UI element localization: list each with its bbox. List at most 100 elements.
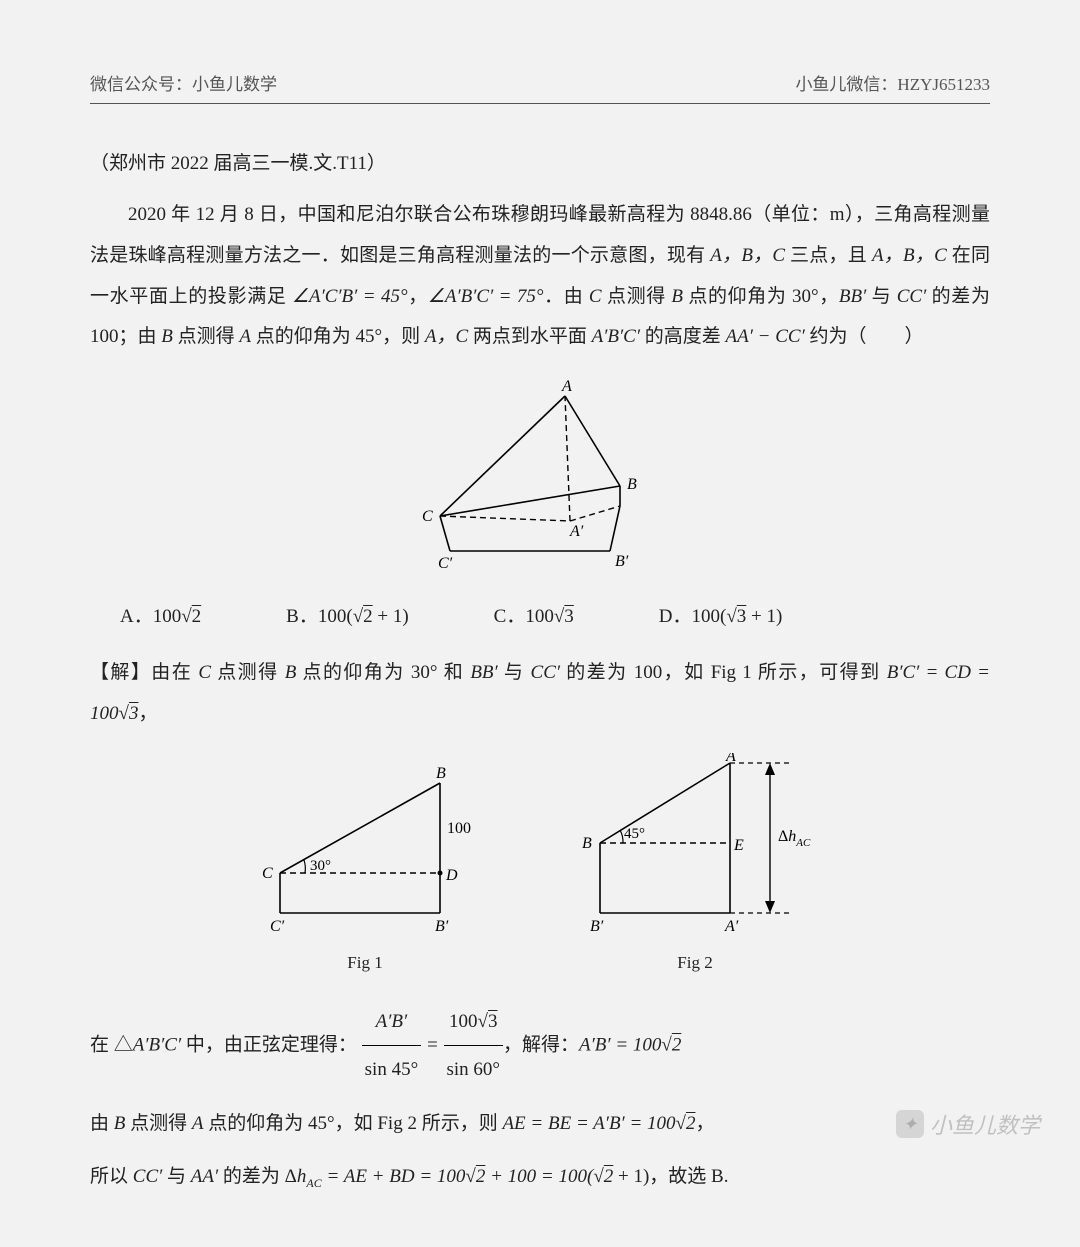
page-header: 微信公众号：小鱼儿数学 小鱼儿微信：HZYJ651233 [90,70,990,104]
t: + 1)，故选 B. [613,1166,728,1187]
t: AA′ [191,1166,218,1187]
t: C [198,662,211,683]
t: sin 45° [362,1046,422,1094]
svg-text:B′: B′ [590,918,604,935]
plane: A′B′C′ [592,326,640,347]
t: sin 60° [444,1046,504,1094]
pts-ac: A，C [425,326,468,347]
t: A′B′ [362,998,422,1047]
solution-line-3: 由 B 点测得 A 点的仰角为 45°，如 Fig 2 所示，则 AE = BE… [90,1100,990,1148]
pt-b: B [671,286,683,307]
bbp: BB′ [839,286,866,307]
svg-text:ΔhAC: ΔhAC [778,828,811,849]
t: CC′ [531,662,561,683]
t: 点的仰角为 30°， [683,286,839,307]
t: B [285,662,297,683]
option-d: D．100(√3 + 1) [659,601,783,628]
t: 点的仰角为 45°，如 Fig 2 所示，则 [204,1113,503,1134]
ccp: CC′ [897,286,927,307]
solution-line-1: 【解】由在 C 点测得 B 点的仰角为 30° 和 BB′ 与 CC′ 的差为 … [90,653,990,735]
option-b: B．100(√2 + 1) [286,601,409,628]
svg-text:C′: C′ [438,555,453,572]
header-right: 小鱼儿微信：HZYJ651233 [795,70,990,95]
header-left: 微信公众号：小鱼儿数学 [90,70,277,95]
t: h [297,1166,307,1187]
t: 约为（ ） [805,326,924,347]
solution-figures: B C D B′ C′ 30° 100 Fig 1 [90,753,990,973]
t: AC [306,1176,321,1190]
t: + 100 = 100( [485,1166,593,1187]
t: 点测得 [602,286,672,307]
t: ．由 [544,286,589,307]
t: 2 [672,1034,682,1055]
svg-text:A′: A′ [724,918,739,935]
t: 中，由正弦定理得： [181,1034,357,1055]
solution-line-2: 在 △A′B′C′ 中，由正弦定理得： A′B′ sin 45° = 100√3… [90,998,990,1094]
solution-line-4: 所以 CC′ 与 AA′ 的差为 ΔhAC = AE + BD = 100√2 … [90,1153,990,1201]
fraction-2: 100√3 sin 60° [444,998,504,1094]
t: A′B′C′ [133,1034,181,1055]
option-c: C．100√3 [494,601,574,628]
diagram-3d: A B C A′ B′ C′ [90,376,990,576]
problem-source: （郑州市 2022 届高三一模.文.T11） [90,144,990,185]
t: ， [695,1113,714,1134]
svg-text:C: C [422,508,433,525]
t: 的差为 Δ [218,1166,297,1187]
t: 三点，且 [785,245,872,266]
t: 的高度差 [640,326,726,347]
t: 与 [498,662,531,683]
wechat-icon: ✦ [896,1110,924,1138]
fig2-caption: Fig 2 [560,953,830,973]
svg-text:B: B [627,476,637,493]
t: 3 [129,703,139,724]
svg-text:D: D [445,867,458,884]
angle-1: ∠A′C′B′ = 45° [292,286,408,307]
t: 在 △ [90,1034,133,1055]
svg-text:A: A [561,378,572,395]
figure-2: A B E A′ B′ 45° ΔhAC Fig 2 [560,753,830,973]
answer-options: A．100√2 B．100(√2 + 1) C．100√3 D．100(√3 +… [120,601,990,628]
t: 两点到水平面 [468,326,592,347]
t: ， [408,286,428,307]
t: 2 [604,1166,614,1187]
pts-abc2: A，B，C [872,245,947,266]
svg-text:B′: B′ [435,918,449,935]
t: 的差为 100，如 Fig 1 所示，可得到 [560,662,887,683]
t: 由 [90,1113,114,1134]
t: = AE + BD = 100 [322,1166,466,1187]
fraction-1: A′B′ sin 45° [362,998,422,1094]
t: BB′ [470,662,497,683]
t: ， [138,703,157,724]
watermark: ✦ 小鱼儿数学 [896,1108,1040,1140]
t: 【解】由在 [90,662,198,683]
svg-text:C′: C′ [270,918,285,935]
aa-cc: AA′ − CC′ [726,326,805,347]
t: A [192,1113,204,1134]
angle-2: ∠A′B′C′ = 75° [428,286,544,307]
svg-text:45°: 45° [624,826,645,842]
t: 点测得 [211,662,285,683]
svg-text:B: B [582,835,592,852]
t: 100 [449,1011,478,1032]
t: = [426,1034,444,1055]
t: 点测得 [173,326,240,347]
svg-text:100: 100 [447,820,471,837]
t: ，解得： [503,1034,579,1055]
svg-text:A′: A′ [569,523,584,540]
pt-a: A [239,326,251,347]
t: 3 [488,1011,498,1032]
svg-text:B′: B′ [615,553,629,570]
svg-text:A: A [725,753,736,765]
t: 与 [162,1166,191,1187]
t: 点的仰角为 30° 和 [296,662,470,683]
option-a: A．100√2 [120,601,201,628]
t: AE = BE = A′B′ = 100 [502,1113,675,1134]
t: 2 [476,1166,486,1187]
svg-text:E: E [733,837,744,854]
svg-text:C: C [262,865,273,882]
t: 所以 [90,1166,133,1187]
problem-text: 2020 年 12 月 8 日，中国和尼泊尔联合公布珠穆朗玛峰最新高程为 884… [90,195,990,358]
pt-b2: B [161,326,173,347]
svg-text:30°: 30° [310,858,331,874]
t: A′B′ = 100 [579,1034,661,1055]
